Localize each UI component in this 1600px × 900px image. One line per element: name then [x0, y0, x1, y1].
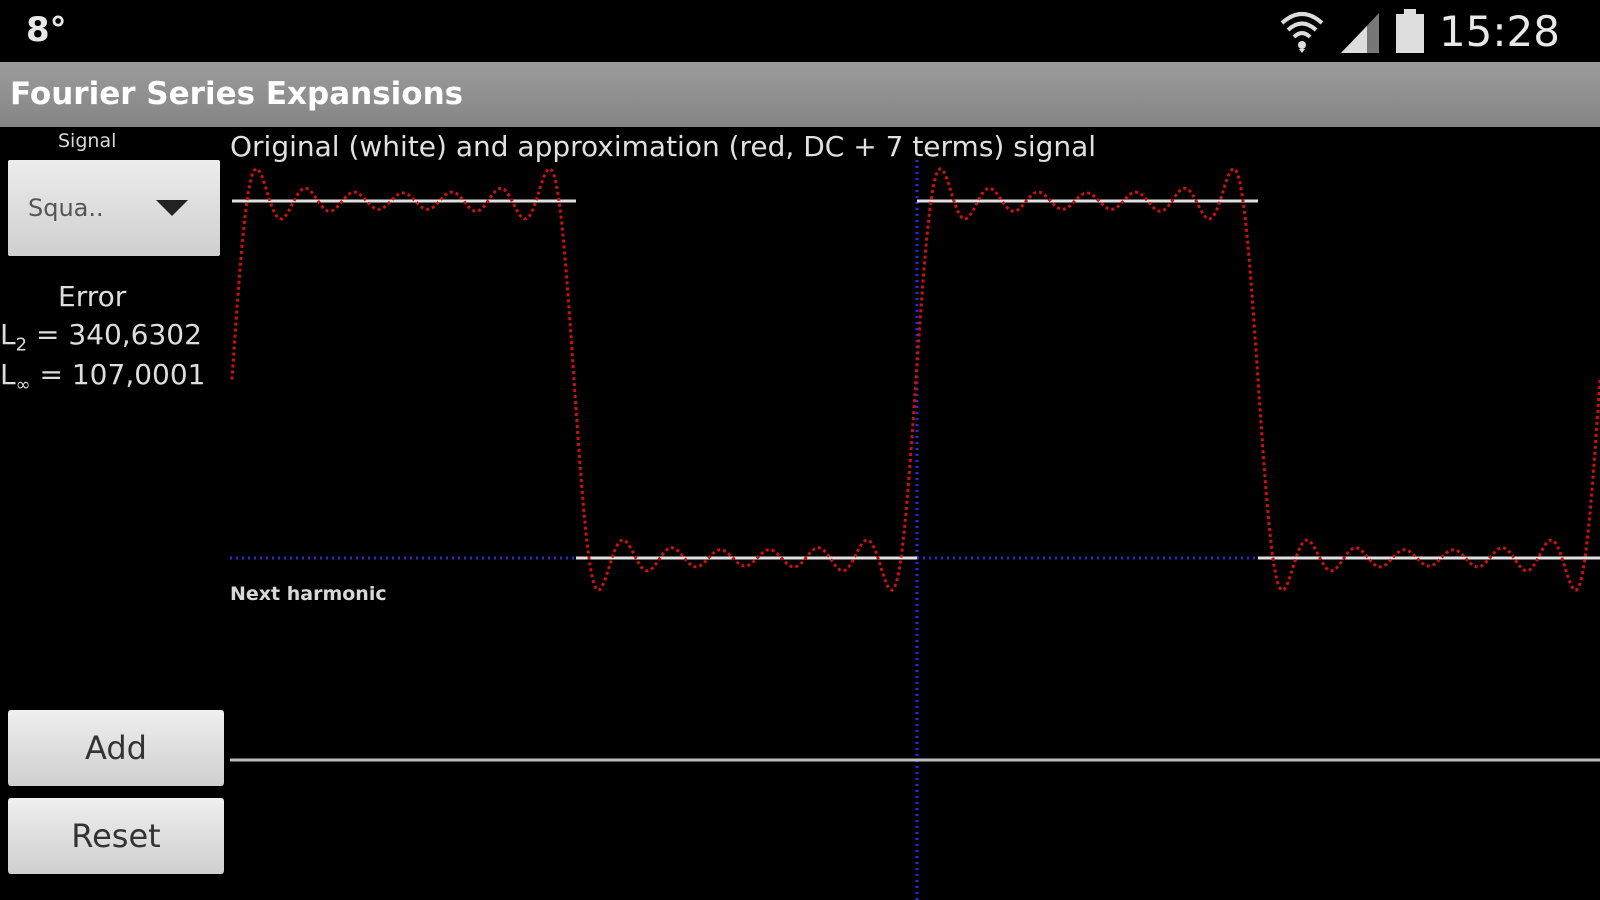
signal-label: Signal — [58, 130, 117, 152]
error-title: Error — [58, 280, 127, 313]
linf-subscript: ∞ — [15, 374, 31, 396]
temperature-indicator: 8° — [26, 10, 67, 50]
next-harmonic-label: Next harmonic — [230, 583, 387, 605]
action-bar: Fourier Series Expansions — [0, 62, 1600, 127]
plot-caption: Original (white) and approximation (red,… — [230, 130, 1097, 163]
linf-value: = 107,0001 — [30, 358, 206, 391]
l2-symbol: L — [0, 318, 16, 351]
error-linf: L∞ = 107,0001 — [0, 358, 205, 396]
error-l2: L2 = 340,6302 — [0, 318, 202, 356]
l2-subscript: 2 — [15, 334, 28, 356]
cell-signal-icon — [1340, 13, 1379, 53]
signal-spinner[interactable]: Squa.. — [8, 160, 220, 256]
add-button[interactable]: Add — [8, 710, 224, 786]
original-signal — [232, 199, 1600, 560]
clock: 15:28 — [1438, 6, 1560, 56]
app-title: Fourier Series Expansions — [10, 76, 464, 112]
signal-selected-value: Squa.. — [28, 194, 104, 222]
l2-value: = 340,6302 — [27, 318, 202, 351]
battery-icon — [1395, 9, 1424, 53]
status-icons: 15:28 — [1279, 6, 1560, 56]
dropdown-arrow-icon — [156, 200, 188, 216]
wifi-icon — [1280, 12, 1324, 53]
status-bar: 8° 15:28 — [0, 0, 1600, 62]
reset-button[interactable]: Reset — [8, 798, 224, 874]
linf-symbol: L — [0, 358, 16, 391]
